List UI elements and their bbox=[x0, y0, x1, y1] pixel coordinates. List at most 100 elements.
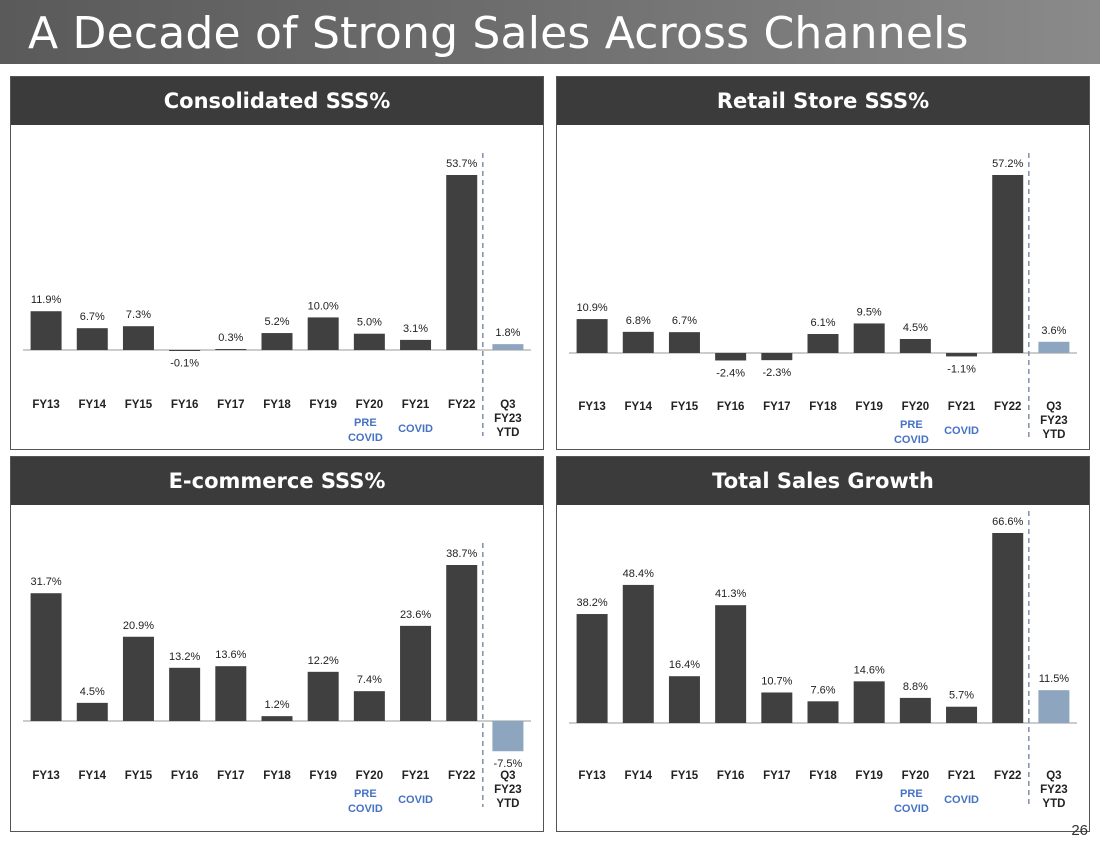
covid-note: PRE bbox=[900, 419, 923, 431]
bar-fy bbox=[715, 605, 747, 723]
chart-title: E-commerce SSS% bbox=[11, 457, 543, 505]
data-label: 14.6% bbox=[854, 664, 885, 676]
chart-title: Total Sales Growth bbox=[557, 457, 1089, 505]
x-tick-label: FY18 bbox=[263, 770, 291, 782]
bar-fy bbox=[668, 332, 700, 353]
bar-fy bbox=[353, 691, 385, 721]
data-label: 13.6% bbox=[215, 649, 246, 661]
data-label: 31.7% bbox=[30, 576, 61, 588]
x-tick-label: YTD bbox=[496, 427, 519, 439]
data-label: 6.7% bbox=[672, 315, 697, 327]
x-tick-label: YTD bbox=[1042, 798, 1065, 810]
x-tick-label: FY19 bbox=[309, 399, 337, 411]
x-tick-label: FY17 bbox=[763, 770, 791, 782]
bar-fy bbox=[668, 676, 700, 723]
x-tick-label: FY22 bbox=[448, 399, 476, 411]
covid-note: PRE bbox=[354, 788, 377, 800]
data-label: 6.7% bbox=[80, 311, 105, 323]
consolidated-sss-chart: 11.9% FY13 6.7% FY14 7.3% FY15 -0.1% FY16 0.3% FY… bbox=[23, 153, 531, 444]
data-label: 6.8% bbox=[626, 315, 651, 327]
chart-title: Consolidated SSS% bbox=[11, 77, 543, 125]
data-label: 11.5% bbox=[1039, 673, 1070, 685]
data-label: 0.3% bbox=[218, 332, 243, 344]
x-tick-label: FY19 bbox=[309, 770, 337, 782]
x-tick-label: FY19 bbox=[855, 770, 883, 782]
data-label: 13.2% bbox=[169, 651, 200, 663]
data-label: 5.0% bbox=[357, 317, 382, 329]
x-tick-label: FY15 bbox=[125, 399, 153, 411]
x-tick-label: FY20 bbox=[356, 399, 384, 411]
bar-ytd bbox=[492, 344, 524, 350]
data-label: 11.9% bbox=[31, 294, 62, 306]
data-label: 10.7% bbox=[761, 675, 792, 687]
x-tick-label: FY22 bbox=[994, 770, 1022, 782]
bar-fy bbox=[761, 353, 793, 361]
data-label: 38.7% bbox=[446, 548, 477, 560]
x-tick-label: FY15 bbox=[671, 401, 699, 413]
bar-fy bbox=[261, 716, 293, 721]
ecommerce-sss-chart: 31.7% FY13 4.5% FY14 20.9% FY15 13.2% FY16 13.6%… bbox=[23, 543, 531, 815]
x-tick-label: FY21 bbox=[948, 770, 976, 782]
covid-note: COVID bbox=[944, 794, 979, 806]
x-tick-label: Q3 bbox=[500, 770, 515, 782]
x-tick-label: FY18 bbox=[263, 399, 291, 411]
covid-note: PRE bbox=[354, 417, 377, 429]
total-sales-growth-chart: 38.2% FY13 48.4% FY14 16.4% FY15 41.3% FY16 10.7… bbox=[569, 511, 1077, 815]
x-tick-label: FY23 bbox=[494, 784, 522, 796]
bar-fy bbox=[446, 175, 478, 350]
bar-fy bbox=[30, 311, 62, 350]
x-tick-label: FY22 bbox=[448, 770, 476, 782]
bar-fy bbox=[307, 671, 339, 721]
x-tick-label: FY18 bbox=[809, 770, 837, 782]
chart-title: Retail Store SSS% bbox=[557, 77, 1089, 125]
bar-fy bbox=[761, 692, 793, 723]
bar-fy bbox=[576, 614, 608, 723]
data-label: 7.4% bbox=[357, 674, 382, 686]
x-tick-label: FY19 bbox=[855, 401, 883, 413]
bar-fy bbox=[946, 353, 978, 357]
bar-fy bbox=[307, 317, 339, 350]
bar-fy bbox=[946, 706, 978, 723]
bar-fy bbox=[261, 333, 293, 350]
x-tick-label: FY21 bbox=[402, 770, 430, 782]
bar-fy bbox=[899, 697, 931, 723]
x-tick-label: FY20 bbox=[356, 770, 384, 782]
bar-fy bbox=[122, 326, 154, 350]
covid-note: COVID bbox=[894, 434, 929, 446]
x-tick-label: FY14 bbox=[79, 399, 107, 411]
bar-fy bbox=[576, 319, 608, 353]
data-label: -7.5% bbox=[494, 758, 523, 770]
bar-fy bbox=[353, 333, 385, 350]
x-tick-label: FY16 bbox=[717, 401, 745, 413]
covid-note: COVID bbox=[944, 425, 979, 437]
x-tick-label: FY17 bbox=[217, 770, 245, 782]
bar-fy bbox=[400, 625, 432, 721]
covid-note: COVID bbox=[894, 803, 929, 815]
page-number: 26 bbox=[1071, 822, 1088, 839]
x-tick-label: YTD bbox=[1042, 429, 1065, 441]
data-label: 20.9% bbox=[123, 620, 154, 632]
chart-panel-retail-store-sss: Retail Store SSS% 10.9% FY13 6.8% FY14 6.7% F… bbox=[556, 76, 1090, 450]
data-label: 4.5% bbox=[80, 686, 105, 698]
x-tick-label: Q3 bbox=[500, 399, 515, 411]
slide-title: A Decade of Strong Sales Across Channels bbox=[28, 8, 969, 59]
x-tick-label: FY22 bbox=[994, 401, 1022, 413]
data-label: 10.9% bbox=[576, 302, 607, 314]
data-label: -2.4% bbox=[716, 367, 745, 379]
x-tick-label: FY15 bbox=[125, 770, 153, 782]
bar-fy bbox=[215, 349, 247, 351]
x-tick-label: FY15 bbox=[671, 770, 699, 782]
covid-note: COVID bbox=[398, 794, 433, 806]
bar-fy bbox=[122, 636, 154, 721]
bar-ytd bbox=[1038, 341, 1070, 353]
data-label: 9.5% bbox=[857, 306, 882, 318]
x-tick-label: FY16 bbox=[171, 399, 199, 411]
x-tick-label: FY14 bbox=[79, 770, 107, 782]
x-tick-label: YTD bbox=[496, 798, 519, 810]
bar-fy bbox=[169, 350, 201, 351]
data-label: 1.2% bbox=[264, 699, 289, 711]
data-label: 7.6% bbox=[810, 684, 835, 696]
retail-store-sss-chart: 10.9% FY13 6.8% FY14 6.7% FY15 -2.4% FY16 -2.3% F… bbox=[569, 153, 1077, 446]
x-tick-label: FY13 bbox=[32, 770, 60, 782]
data-label: 57.2% bbox=[992, 158, 1023, 170]
